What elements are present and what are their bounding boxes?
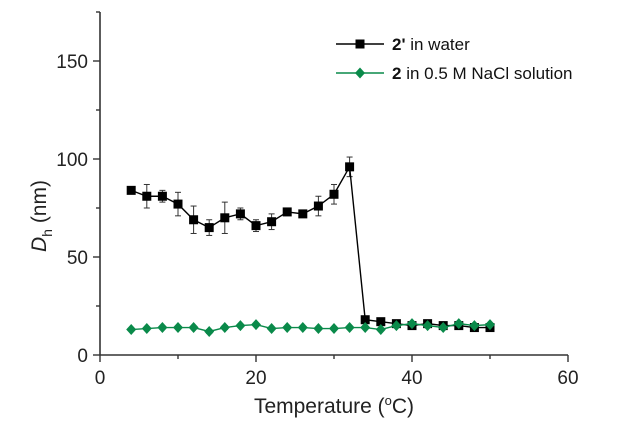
x-axis-title-sup: o xyxy=(385,393,392,408)
legend-marker xyxy=(355,67,365,79)
data-point xyxy=(469,320,480,332)
data-point xyxy=(266,323,277,335)
data-point xyxy=(173,322,183,334)
x-axis-title: Temperature (oC) xyxy=(254,393,414,418)
legend-label-rest: in water xyxy=(406,35,471,54)
series-1 xyxy=(126,156,495,333)
data-point xyxy=(142,191,152,201)
data-point xyxy=(141,323,152,335)
data-point xyxy=(313,323,324,335)
data-point xyxy=(235,209,245,219)
y-axis-title-sub: h xyxy=(39,229,55,237)
x-axis-title-tail: C) xyxy=(392,395,414,418)
y-tick-label: 100 xyxy=(56,150,88,171)
data-point xyxy=(345,162,355,172)
legend: 2' in water 2 in 0.5 M NaCl solution xyxy=(336,35,573,83)
y-tick-label: 150 xyxy=(56,52,88,73)
legend-label-rest: in 0.5 M NaCl solution xyxy=(401,64,572,83)
y-axis-title-tail: (nm) xyxy=(28,180,51,229)
x-tick-label: 40 xyxy=(401,368,422,389)
series-2 xyxy=(126,318,495,337)
data-point xyxy=(438,322,449,334)
data-point xyxy=(126,185,136,195)
data-point xyxy=(360,322,371,334)
x-tick-label: 0 xyxy=(95,368,106,389)
data-point xyxy=(282,207,292,217)
data-point xyxy=(126,324,137,336)
data-point xyxy=(329,189,339,199)
x-axis-title-main: Temperature ( xyxy=(254,395,385,418)
data-point xyxy=(220,213,230,223)
data-point xyxy=(173,199,183,209)
y-axis-title-main: D xyxy=(28,237,51,252)
data-point xyxy=(422,320,433,332)
data-point xyxy=(329,323,339,335)
data-point xyxy=(188,322,199,334)
series-line xyxy=(130,164,490,329)
data-point xyxy=(298,209,308,219)
y-tick-label: 0 xyxy=(77,346,88,367)
data-point xyxy=(407,318,417,330)
data-point xyxy=(267,217,277,227)
data-point xyxy=(235,320,246,332)
legend-label: 2 in 0.5 M NaCl solution xyxy=(392,64,573,83)
data-point xyxy=(485,319,495,331)
data-point xyxy=(375,324,386,336)
ticks: 0 20 40 60 0 50 100 150 xyxy=(56,11,579,389)
data-point xyxy=(313,201,323,211)
legend-entry-2: 2 in 0.5 M NaCl solution xyxy=(336,64,573,83)
data-point xyxy=(282,322,293,334)
legend-label: 2' in water xyxy=(392,35,470,54)
data-point xyxy=(453,318,464,330)
data-point xyxy=(204,325,215,337)
data-point xyxy=(157,191,167,201)
data-point xyxy=(189,215,199,225)
legend-label-bold: 2' xyxy=(392,35,406,54)
data-point xyxy=(297,322,308,334)
y-tick-label: 50 xyxy=(67,248,88,269)
legend-entry-1: 2' in water xyxy=(336,35,470,54)
data-point xyxy=(391,320,402,332)
data-point xyxy=(204,223,214,233)
legend-label-bold: 2 xyxy=(392,64,401,83)
x-tick-label: 20 xyxy=(245,368,266,389)
y-axis-title: Dh (nm) xyxy=(28,180,55,252)
data-point xyxy=(251,221,261,231)
data-point xyxy=(219,322,230,334)
data-point xyxy=(251,319,261,331)
data-point xyxy=(157,322,168,334)
data-point xyxy=(344,322,355,334)
x-tick-label: 60 xyxy=(557,368,578,389)
data-point xyxy=(360,315,370,325)
data-point xyxy=(376,317,386,327)
series-layer xyxy=(126,156,495,337)
legend-marker xyxy=(355,39,365,49)
